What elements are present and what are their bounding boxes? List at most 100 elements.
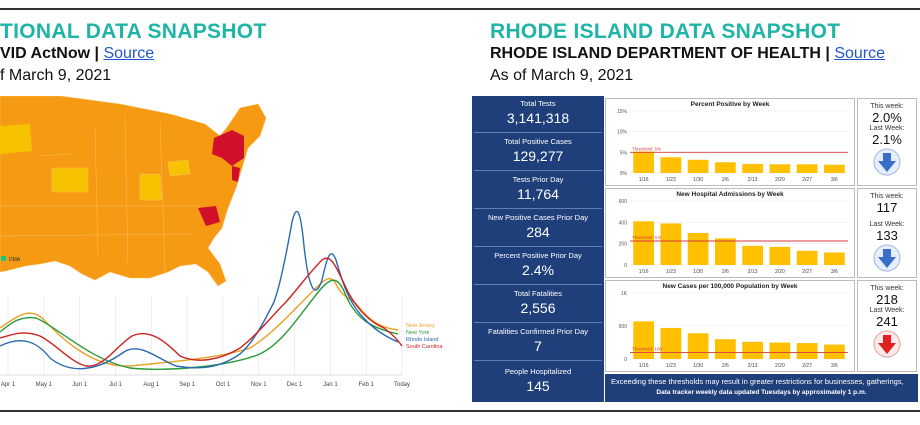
metric-percent-positive: Percent Positive Prior Day 2.4% [474,248,602,285]
metric-value: 284 [526,224,550,240]
bar-chart-svg: 0 200 400 600 1/16 1/23 1/30 2/6 2/13 2/20 2/27 3/6… [619,199,848,275]
x-tick-label: 2/6 [722,363,729,369]
y-tick-label: 200 [619,242,628,248]
chart-percent-positive[interactable]: Percent Positive by Week 0% 5% 10% 15% 1/16 1… [605,98,855,186]
legend-south-carolina: South Carolina [406,344,443,350]
x-tick-label: Apr 1 [1,382,16,388]
y-tick-label: 15% [617,109,628,115]
x-tick-label: Jun 1 [72,382,87,388]
x-tick-label: 2/27 [802,363,812,369]
bar[interactable] [769,342,791,360]
metric-label: New Positive Cases Prior Day [487,213,589,222]
series-line-rhode-island [0,210,399,370]
x-tick-label: Aug 1 [143,382,159,388]
national-title: TIONAL DATA SNAPSHOT [0,20,267,43]
x-tick-label: 1/23 [666,363,676,369]
x-tick-label: Jul 1 [109,382,122,388]
panel-frame [0,8,920,412]
bar[interactable] [742,245,763,265]
bar[interactable] [687,159,709,173]
national-source-link[interactable]: Source [103,45,155,62]
this-week-label: This week: [870,193,904,200]
y-tick-label: 0% [620,171,628,177]
x-tick-label: 2/13 [748,269,758,275]
x-tick-label: 2/13 [748,363,758,369]
metric-value: 2,556 [520,300,556,316]
bar[interactable] [660,223,682,265]
bar[interactable] [715,162,736,173]
bar[interactable] [824,344,845,359]
metric-label: Total Positive Cases [504,137,572,146]
region-red-south-carolina [198,206,220,226]
bar[interactable] [742,341,763,359]
y-tick-label: 10% [617,130,628,136]
bar[interactable] [687,333,709,359]
y-tick-label: 1K [621,291,628,297]
x-tick-label: Jan 1 [323,382,338,388]
bar[interactable] [769,164,791,173]
bar[interactable] [660,327,682,359]
metrics-column: Total Tests 3,141,318 Total Positive Cas… [472,96,604,402]
down-arrow-icon [873,148,901,176]
x-tick-label: 1/16 [639,177,649,183]
legend-new-jersey: New Jersey [406,323,435,329]
x-tick-label: 2/6 [722,177,729,183]
chart-new-cases[interactable]: New Cases per 100,000 Population by Week… [605,280,855,372]
bar[interactable] [715,339,736,359]
metric-value: 7 [534,338,542,354]
metric-value: 2.4% [522,262,554,278]
banner-warning-text: Exceeding these thresholds may result in… [611,377,904,386]
region-red-new-jersey [232,166,240,182]
bar[interactable] [742,163,763,173]
ri-source-prefix: RHODE ISLAND DEPARTMENT OF HEALTH | [490,45,830,62]
bar[interactable] [824,164,845,173]
bar[interactable] [660,157,682,173]
bar[interactable] [633,151,654,173]
x-tick-label: 1/16 [639,269,649,275]
bar[interactable] [796,250,818,265]
legend-new-york: New York [406,330,429,336]
map-legend-label: DMA [9,257,21,263]
x-tick-label: 2/20 [775,363,785,369]
metric-fatalities-prior-day: Fatalities Confirmed Prior Day 7 [474,324,602,361]
this-week-label: This week: [870,285,904,292]
x-tick-label: Nov 1 [251,382,267,388]
chart-hospital-admissions[interactable]: New Hospital Admissions by Week 0 200 400 6… [605,188,855,278]
x-tick-label: 2/20 [775,269,785,275]
down-arrow-icon [873,244,901,272]
metric-value: 129,277 [512,148,564,164]
metric-value: 11,764 [517,186,559,202]
threshold-label: Threshold: 0.0 [632,235,661,240]
bar[interactable] [769,246,791,265]
ri-source-link[interactable]: Source [834,45,886,62]
x-tick-label: 3/6 [831,363,838,369]
x-tick-label: 1/30 [693,269,703,275]
bar[interactable] [687,233,709,265]
x-tick-label: 3/6 [831,269,838,275]
bar[interactable] [796,164,818,173]
us-map-body [0,96,267,287]
series-line-new-jersey [0,278,399,367]
region-yellow-northwest [0,124,32,154]
bar[interactable] [633,321,654,359]
stat-new-cases: This week: 218 Last Week: 241 [857,280,917,372]
x-tick-label: May 1 [36,382,53,388]
metric-label: Fatalities Confirmed Prior Day [487,327,589,336]
x-tick-label: 2/6 [722,269,729,275]
x-tick-label: 1/23 [666,177,676,183]
chart-title: New Hospital Admissions by Week [676,191,784,198]
bar[interactable] [796,343,818,359]
last-week-value: 241 [876,314,898,329]
banner-update-text: Data tracker weekly data updated Tuesday… [656,389,867,396]
stat-hospital-admissions: This week: 117 Last Week: 133 [857,188,917,278]
bar[interactable] [633,221,654,265]
y-tick-label: 500 [619,324,628,330]
y-tick-label: 0 [624,357,627,363]
us-risk-map[interactable] [0,96,267,287]
legend-rhode-island: Rhode Island [406,337,438,343]
bar-chart-svg: 0 500 1K 1/16 1/23 1/30 2/6 2/13 2/20 2/27 3/6 Thre… [619,291,848,369]
x-tick-label: 2/27 [802,177,812,183]
bar[interactable] [824,252,845,265]
metric-label: People Hospitalized [504,367,572,376]
bar[interactable] [715,238,736,265]
